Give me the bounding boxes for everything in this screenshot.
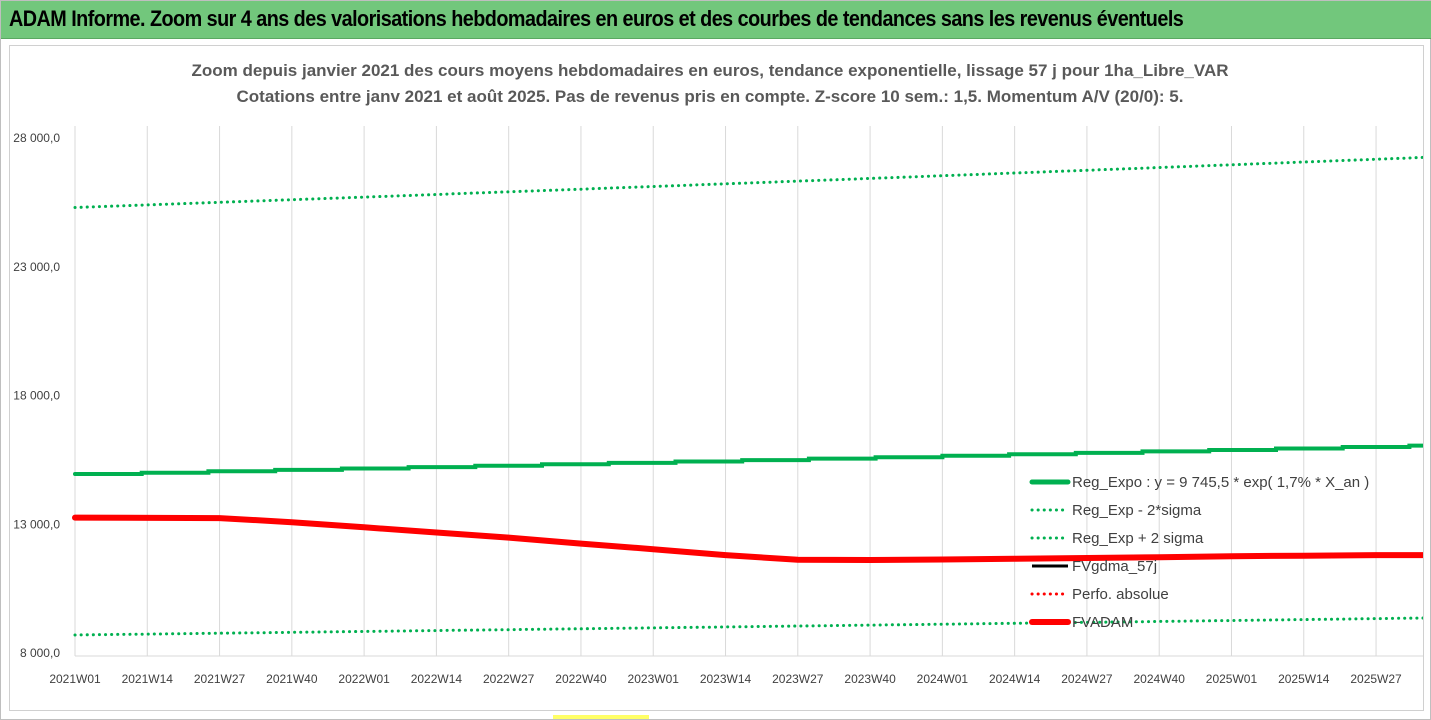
chart-title: Zoom depuis janvier 2021 des cours moyen… (191, 61, 1228, 80)
x-tick-label: 2023W14 (700, 672, 752, 686)
bottom-accent-bar (553, 715, 649, 719)
x-tick-label: 2022W40 (555, 672, 607, 686)
y-tick-label: 23 000,0 (13, 260, 60, 274)
legend-label: FVADAM (1072, 614, 1133, 631)
x-tick-label: 2022W01 (338, 672, 390, 686)
legend: Reg_Expo : y = 9 745,5 * exp( 1,7% * X_a… (1029, 474, 1369, 631)
y-axis: 8 000,0 13 000,0 18 000,0 23 000,0 28 000,0 (13, 131, 60, 660)
series-lines (72, 155, 1423, 637)
x-tick-label: 2024W01 (917, 672, 969, 686)
x-tick-label: 2023W01 (628, 672, 680, 686)
x-tick-label: 2023W27 (772, 672, 824, 686)
series-line-2 (73, 616, 1423, 637)
report-title: ADAM Informe. Zoom sur 4 ans des valoris… (9, 6, 1184, 31)
x-tick-label: 2021W01 (49, 672, 101, 686)
y-tick-label: 8 000,0 (20, 646, 60, 660)
x-tick-label: 2021W14 (122, 672, 174, 686)
legend-label: Reg_Exp + 2 sigma (1072, 530, 1204, 547)
legend-label: Reg_Exp - 2*sigma (1072, 502, 1202, 519)
chart-titles: Zoom depuis janvier 2021 des cours moyen… (191, 61, 1228, 106)
x-tick-label: 2024W40 (1134, 672, 1186, 686)
x-tick-label: 2025W14 (1278, 672, 1330, 686)
legend-label: Perfo. absolue (1072, 586, 1169, 603)
x-tick-label: 2024W14 (989, 672, 1041, 686)
x-tick-label: 2022W14 (411, 672, 463, 686)
y-tick-label: 18 000,0 (13, 389, 60, 403)
legend-label: FVgdma_57j (1072, 558, 1157, 575)
x-tick-label: 2024W27 (1061, 672, 1113, 686)
series-line-1 (73, 443, 1423, 476)
chart-subtitle: Cotations entre janv 2021 et août 2025. … (237, 87, 1184, 106)
x-tick-label: 2025W27 (1350, 672, 1402, 686)
x-tick-label: 2023W40 (844, 672, 896, 686)
series-line-6 (72, 514, 1423, 564)
y-tick-label: 28 000,0 (13, 131, 60, 145)
legend-label: Reg_Expo : y = 9 745,5 * exp( 1,7% * X_a… (1072, 474, 1369, 491)
series-line-3 (73, 155, 1423, 209)
line-chart: Zoom depuis janvier 2021 des cours moyen… (13, 61, 1423, 686)
x-tick-label: 2021W40 (266, 672, 318, 686)
x-axis: 2021W01 2021W14 2021W27 2021W40 2022W01 2022W… (49, 655, 1423, 686)
report-banner: ADAM Informe. Zoom sur 4 ans des valoris… (1, 1, 1431, 39)
gridlines (74, 126, 1377, 656)
x-tick-label: 2025W01 (1206, 672, 1258, 686)
x-tick-label: 2022W27 (483, 672, 535, 686)
x-tick-label: 2021W27 (194, 672, 246, 686)
chart-area: Zoom depuis janvier 2021 des cours moyen… (9, 45, 1424, 711)
y-tick-label: 13 000,0 (13, 517, 60, 531)
